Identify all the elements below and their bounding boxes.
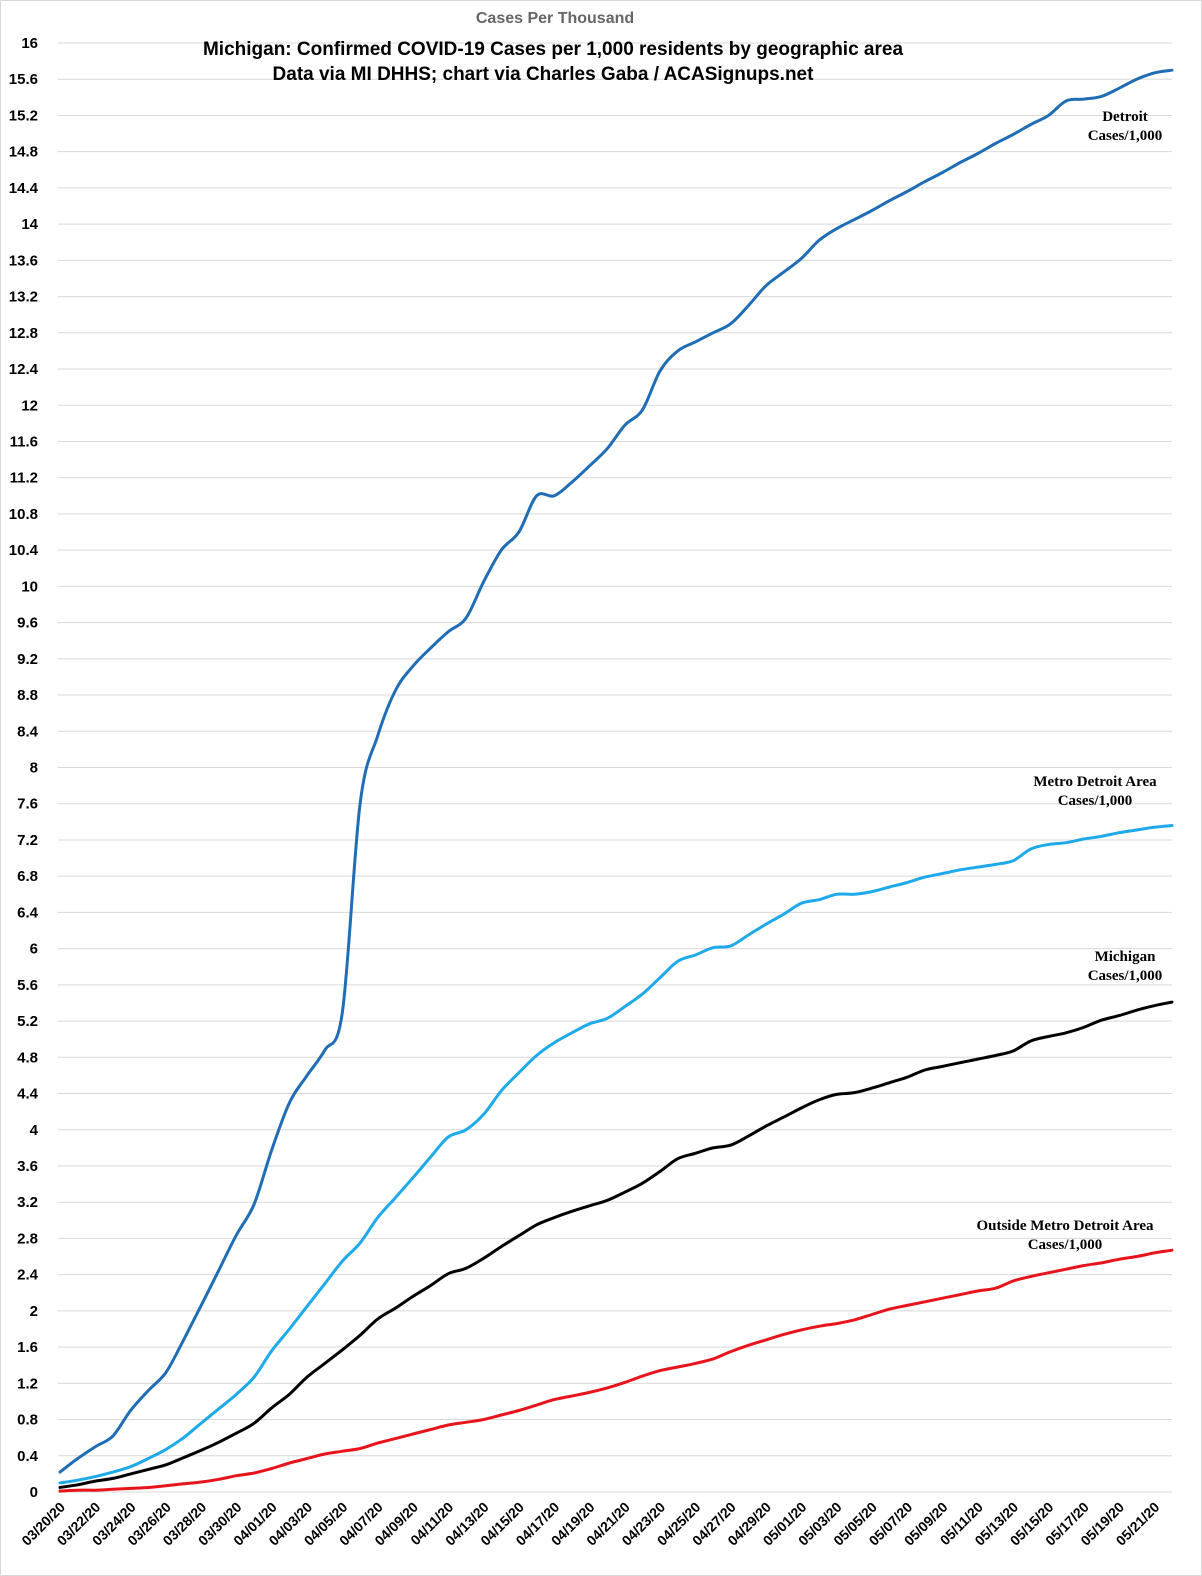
y-tick-label: 3.6: [17, 1158, 38, 1175]
y-tick-label: 6.4: [17, 904, 39, 921]
y-tick-label: 14.4: [9, 180, 39, 197]
y-tick-label: 1.2: [17, 1375, 38, 1392]
y-tick-label: 2.4: [17, 1267, 39, 1284]
y-tick-label: 16: [21, 35, 38, 52]
y-tick-label: 7.2: [17, 832, 38, 849]
y-axis-ticks: 0 0.4 0.8 1.2 1.6 2 2.4 2.8 3.2 3.6 4 4.4 4.8 5.2 5.6 6…: [9, 35, 39, 1501]
series-label: Outside Metro Detroit Area: [976, 1218, 1154, 1234]
y-tick-label: 10.8: [9, 506, 38, 523]
chart-subtitle: Data via MI DHHS; chart via Charles Gaba…: [273, 64, 815, 85]
chart-title: Michigan: Confirmed COVID-19 Cases per 1…: [203, 39, 903, 60]
y-tick-label: 6.8: [17, 868, 38, 885]
y-tick-label: 4.8: [17, 1049, 38, 1066]
y-tick-label: 9.6: [17, 615, 38, 632]
y-tick-label: 4: [30, 1122, 39, 1139]
y-tick-label: 4.4: [17, 1086, 39, 1103]
series-line: [58, 68, 1174, 1474]
y-tick-label: 5.2: [17, 1013, 38, 1030]
y-tick-label: 14: [21, 216, 38, 233]
y-tick-label: 8.4: [17, 723, 39, 740]
y-tick-label: 13.6: [9, 252, 38, 269]
series-lines: [58, 68, 1174, 1493]
y-tick-label: 12: [21, 397, 38, 414]
gridlines: [58, 42, 1172, 1493]
series-label: Michigan: [1095, 949, 1156, 965]
y-tick-label: 12.4: [9, 361, 39, 378]
y-tick-label: 2.8: [17, 1230, 38, 1247]
y-tick-label: 10.4: [9, 542, 39, 559]
y-tick-label: 11.2: [10, 470, 38, 487]
y-tick-label: 15.2: [9, 107, 38, 124]
y-tick-label: 0: [30, 1484, 38, 1501]
y-tick-label: 1.6: [17, 1339, 38, 1356]
series-line: [58, 1248, 1174, 1493]
series-label: Metro Detroit Area: [1033, 774, 1157, 790]
y-tick-label: 15.6: [9, 71, 38, 88]
y-tick-label: 0.4: [17, 1448, 39, 1465]
y-tick-label: 5.6: [17, 977, 38, 994]
series-line: [58, 1000, 1174, 1489]
y-tick-label: 6: [30, 941, 38, 958]
y-tick-label: 12.8: [9, 325, 38, 342]
series-label: Detroit: [1102, 109, 1148, 125]
series-line: [58, 824, 1174, 1485]
series-label: Cases/1,000: [1088, 968, 1163, 984]
series-labels: Detroit Cases/1,000 Metro Detroit Area Case…: [976, 109, 1162, 1253]
y-tick-label: 3.2: [17, 1194, 38, 1211]
y-tick-label: 7.6: [17, 796, 38, 813]
series-label: Cases/1,000: [1088, 128, 1163, 144]
y-tick-label: 8.8: [17, 687, 38, 704]
series-label: Cases/1,000: [1058, 793, 1133, 809]
chart-header: Cases Per Thousand: [476, 10, 634, 27]
y-tick-label: 11.6: [10, 433, 38, 450]
y-tick-label: 2: [30, 1303, 38, 1320]
y-tick-label: 13.2: [9, 289, 38, 306]
y-tick-label: 8: [30, 760, 38, 777]
y-tick-label: 0.8: [17, 1412, 38, 1429]
y-tick-label: 9.2: [17, 651, 38, 668]
y-tick-label: 14.8: [9, 144, 38, 161]
y-tick-label: 10: [21, 578, 38, 595]
series-label: Cases/1,000: [1028, 1237, 1103, 1253]
